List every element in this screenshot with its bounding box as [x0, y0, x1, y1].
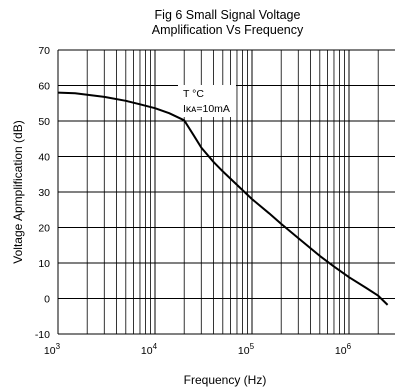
annotation-temperature: T °C	[183, 88, 204, 100]
x-tick-label: 104	[141, 342, 158, 357]
y-tick-label: 30	[38, 187, 50, 199]
y-tick-label: 70	[38, 45, 50, 57]
y-tick-label: -10	[35, 329, 50, 341]
y-tick-label: 60	[38, 81, 50, 93]
series-line	[57, 91, 389, 306]
chart-title-line-1: Fig 6 Small Signal Voltage	[154, 8, 301, 22]
x-tick-label: 106	[335, 342, 352, 357]
annotation-box	[178, 85, 236, 117]
y-axis-label: Voltage Apmplification (dB)	[11, 120, 25, 263]
x-axis-label: Frequency (Hz)	[184, 373, 267, 387]
chart-title-line-2: Amplification Vs Frequency	[151, 23, 304, 37]
y-tick-label: 10	[38, 258, 50, 270]
x-tick-label: 103	[44, 342, 61, 357]
y-tick-label: 0	[44, 294, 50, 306]
y-tick-label: 40	[38, 152, 50, 164]
y-tick-label: 50	[38, 116, 50, 128]
x-tick-label: 105	[238, 342, 255, 357]
y-tick-label: 20	[38, 223, 50, 235]
annotation-current: Iᴋᴀ=10mA	[183, 103, 230, 115]
